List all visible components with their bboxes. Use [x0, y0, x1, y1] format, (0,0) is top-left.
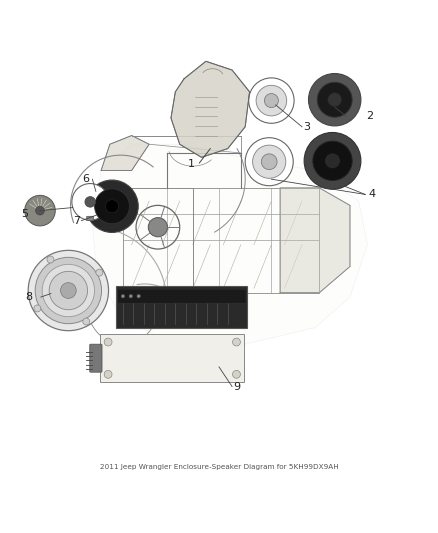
Circle shape	[129, 294, 133, 298]
Circle shape	[325, 153, 340, 169]
Circle shape	[265, 94, 279, 108]
Text: 2011 Jeep Wrangler Enclosure-Speaker Diagram for 5KH99DX9AH: 2011 Jeep Wrangler Enclosure-Speaker Dia…	[99, 464, 339, 470]
Text: 5: 5	[21, 209, 28, 219]
Circle shape	[256, 85, 287, 116]
Circle shape	[148, 217, 167, 237]
Circle shape	[253, 145, 286, 179]
Text: 6: 6	[82, 174, 89, 184]
Circle shape	[85, 197, 95, 207]
Circle shape	[233, 370, 240, 378]
Circle shape	[317, 82, 352, 117]
Circle shape	[28, 251, 109, 330]
FancyBboxPatch shape	[90, 344, 102, 372]
Text: 3: 3	[303, 122, 310, 132]
Circle shape	[328, 93, 342, 107]
Circle shape	[72, 183, 109, 220]
Circle shape	[96, 269, 103, 276]
Text: 2: 2	[366, 111, 373, 121]
Circle shape	[121, 294, 125, 298]
FancyBboxPatch shape	[87, 216, 94, 221]
Circle shape	[86, 180, 138, 232]
Circle shape	[34, 305, 41, 312]
Circle shape	[49, 271, 88, 310]
Circle shape	[233, 338, 240, 346]
Circle shape	[313, 141, 352, 181]
Polygon shape	[280, 188, 350, 293]
Circle shape	[83, 318, 90, 325]
Polygon shape	[171, 61, 250, 157]
Circle shape	[245, 138, 293, 185]
Text: 4: 4	[368, 189, 375, 199]
Text: 1: 1	[188, 159, 195, 169]
Polygon shape	[101, 135, 149, 171]
Circle shape	[95, 189, 130, 224]
Circle shape	[106, 200, 119, 213]
Circle shape	[35, 257, 102, 324]
Circle shape	[304, 133, 361, 189]
Circle shape	[104, 338, 112, 346]
Circle shape	[104, 370, 112, 378]
Circle shape	[42, 264, 95, 317]
FancyBboxPatch shape	[118, 289, 246, 303]
Polygon shape	[100, 334, 244, 382]
Circle shape	[261, 154, 277, 169]
Circle shape	[25, 195, 55, 226]
Circle shape	[308, 74, 361, 126]
Circle shape	[249, 78, 294, 123]
Text: 9: 9	[233, 382, 240, 392]
Circle shape	[60, 282, 76, 298]
Circle shape	[35, 206, 44, 215]
Polygon shape	[117, 286, 247, 328]
Circle shape	[47, 256, 54, 263]
Circle shape	[137, 294, 141, 298]
Polygon shape	[92, 144, 367, 345]
Text: 8: 8	[25, 292, 33, 302]
Text: 7: 7	[74, 216, 81, 225]
